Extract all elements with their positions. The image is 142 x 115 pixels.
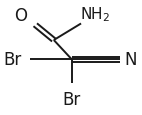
Text: N: N xyxy=(125,51,137,69)
Text: O: O xyxy=(14,7,27,25)
Text: Br: Br xyxy=(63,90,81,108)
Text: NH$_2$: NH$_2$ xyxy=(80,6,110,24)
Text: Br: Br xyxy=(3,51,22,69)
